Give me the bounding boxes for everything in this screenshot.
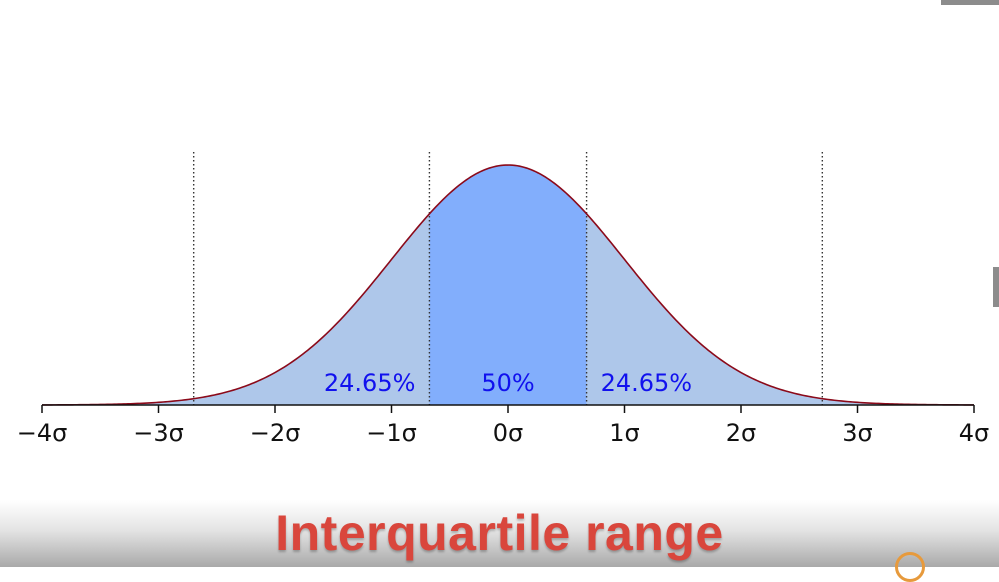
caption-title: Interquartile range <box>275 505 724 561</box>
caption-band <box>0 500 999 567</box>
x-tick-label-8: 4σ <box>959 419 989 447</box>
region-label-0: 24.65% <box>324 369 416 397</box>
x-tick-label-0: −4σ <box>17 419 68 447</box>
right-tail-fill <box>822 398 974 405</box>
density-curve <box>41 164 975 406</box>
region-label-2: 24.65% <box>601 369 693 397</box>
normal-distribution-chart: −4σ −3σ −2σ −1σ 0σ 1σ 2σ 3σ 4σ 24.65% 50% 24.65% <box>17 152 989 447</box>
x-tick-label-6: 2σ <box>726 419 756 447</box>
x-tick-label-1: −3σ <box>133 419 184 447</box>
region-fill-1 <box>429 165 587 405</box>
x-tick-label-7: 3σ <box>842 419 872 447</box>
x-tick-label-5: 1σ <box>609 419 639 447</box>
x-tick-label-2: −2σ <box>250 419 301 447</box>
corner-bar-top <box>941 0 999 5</box>
x-tick-label-3: −1σ <box>366 419 417 447</box>
x-tick-label-4: 0σ <box>493 419 523 447</box>
region-fill-2 <box>586 213 823 405</box>
region-label-1: 50% <box>481 369 534 397</box>
region-fill-0 <box>193 213 430 405</box>
left-tail-fill <box>42 398 194 405</box>
x-axis-ticks: −4σ −3σ −2σ −1σ 0σ 1σ 2σ 3σ 4σ <box>17 405 989 447</box>
scroll-handle[interactable] <box>993 267 999 307</box>
region-labels: 24.65% 50% 24.65% <box>324 369 692 397</box>
area-fills <box>42 165 974 405</box>
logo-icon <box>895 552 925 582</box>
